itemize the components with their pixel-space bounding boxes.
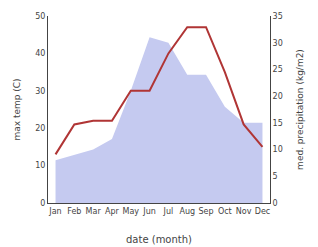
- svg-text:Feb: Feb: [67, 207, 81, 216]
- svg-text:Jan: Jan: [48, 207, 61, 216]
- svg-text:25: 25: [273, 65, 283, 74]
- svg-text:Apr: Apr: [105, 207, 120, 216]
- svg-text:35: 35: [273, 12, 283, 21]
- svg-text:date (month): date (month): [126, 234, 192, 245]
- svg-text:15: 15: [273, 119, 283, 128]
- svg-text:40: 40: [35, 49, 45, 58]
- svg-text:med. precipitation (kg/m2): med. precipitation (kg/m2): [295, 49, 305, 170]
- svg-text:20: 20: [35, 124, 45, 133]
- svg-text:Oct: Oct: [218, 207, 232, 216]
- svg-text:Sep: Sep: [198, 207, 213, 216]
- svg-text:Aug: Aug: [179, 207, 195, 216]
- svg-text:Jul: Jul: [163, 207, 174, 216]
- svg-text:max temp (C): max temp (C): [12, 78, 22, 140]
- svg-text:10: 10: [35, 161, 45, 170]
- svg-text:50: 50: [35, 12, 45, 21]
- svg-text:30: 30: [273, 39, 283, 48]
- svg-text:Mar: Mar: [86, 207, 102, 216]
- svg-text:Jun: Jun: [142, 207, 156, 216]
- svg-text:20: 20: [273, 92, 283, 101]
- svg-text:0: 0: [40, 199, 45, 208]
- svg-text:10: 10: [273, 145, 283, 154]
- svg-text:Nov: Nov: [236, 207, 252, 216]
- svg-text:30: 30: [35, 87, 45, 96]
- svg-text:Dec: Dec: [255, 207, 270, 216]
- svg-text:May: May: [123, 207, 140, 216]
- svg-text:0: 0: [273, 199, 278, 208]
- svg-text:5: 5: [273, 172, 278, 181]
